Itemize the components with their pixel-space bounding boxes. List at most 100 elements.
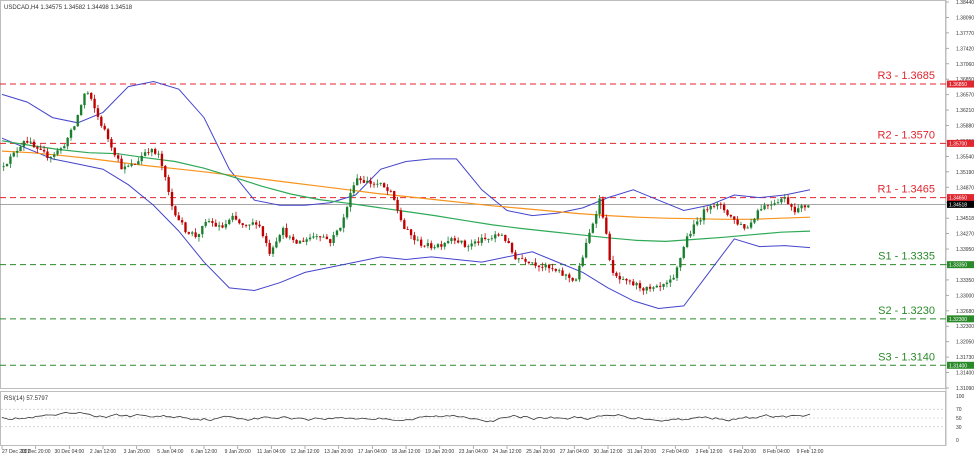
candle-body-115 bbox=[389, 190, 393, 192]
y-tick-label-23: 1.31730 bbox=[956, 355, 974, 361]
x-tick-label-17: 27 Jan 04:00 bbox=[560, 449, 589, 455]
candle-body-73 bbox=[248, 224, 251, 226]
candle-body-114 bbox=[386, 187, 389, 191]
candle-body-189 bbox=[638, 283, 642, 289]
x-tick-label-14: 23 Jan 04:00 bbox=[459, 449, 488, 455]
candle-body-22 bbox=[76, 115, 79, 127]
level-tag-3: 1.33350 bbox=[949, 263, 967, 269]
candle-body-109 bbox=[369, 180, 372, 184]
y-tick-label-0: 1.38440 bbox=[956, 0, 974, 6]
candle-body-225 bbox=[760, 209, 763, 211]
x-tick-label-13: 19 Jan 20:00 bbox=[425, 449, 454, 455]
candle-body-216 bbox=[729, 214, 733, 217]
candle-body-97 bbox=[329, 239, 332, 243]
candle-body-190 bbox=[642, 288, 645, 291]
candle-body-2 bbox=[9, 156, 12, 164]
candle-body-198 bbox=[669, 279, 672, 283]
candle-body-15 bbox=[53, 154, 56, 157]
candle-body-133 bbox=[450, 238, 453, 242]
y-tick-label-16: 1.33950 bbox=[956, 247, 974, 253]
candle-body-44 bbox=[150, 149, 153, 153]
x-tick-label-6: 6 Jan 12:00 bbox=[191, 449, 217, 455]
x-tick-label-4: 3 Jan 20:00 bbox=[124, 449, 150, 455]
candle-body-181 bbox=[611, 260, 615, 273]
y-tick-label-8: 1.35880 bbox=[956, 124, 974, 130]
candle-body-238 bbox=[803, 205, 807, 208]
candle-body-186 bbox=[628, 280, 632, 282]
candle-body-134 bbox=[453, 238, 456, 241]
current-price-tag: 1.34518 bbox=[949, 202, 967, 208]
candle-body-82 bbox=[278, 235, 281, 242]
bb-lower-line bbox=[1, 137, 811, 310]
candle-body-152 bbox=[514, 252, 517, 260]
candle-body-167 bbox=[564, 274, 568, 276]
candle-body-233 bbox=[786, 197, 790, 205]
candle-body-85 bbox=[288, 236, 292, 238]
candle-body-163 bbox=[551, 268, 554, 270]
candle-body-53 bbox=[180, 220, 184, 223]
candle-body-80 bbox=[271, 247, 275, 254]
candle-body-193 bbox=[652, 287, 655, 289]
candle-body-66 bbox=[224, 223, 228, 228]
candle-body-235 bbox=[793, 206, 797, 213]
candle-body-148 bbox=[500, 234, 504, 236]
candle-body-67 bbox=[228, 219, 231, 224]
candle-body-138 bbox=[467, 246, 470, 248]
x-tick-label-11: 17 Jan 04:00 bbox=[358, 449, 387, 455]
candle-body-112 bbox=[379, 183, 382, 184]
candle-body-192 bbox=[648, 286, 652, 289]
candle-body-211 bbox=[712, 205, 716, 207]
candle-body-153 bbox=[517, 258, 520, 260]
candle-body-64 bbox=[217, 225, 221, 227]
candle-body-224 bbox=[756, 210, 759, 219]
y-tick-label-19: 1.33000 bbox=[956, 293, 974, 299]
candle-body-4 bbox=[15, 150, 19, 153]
chart-frame bbox=[0, 0, 946, 389]
level-label-5: S3 - 1.3140 bbox=[878, 351, 935, 363]
candle-body-93 bbox=[315, 236, 318, 238]
x-tick-label-0: 27 Dec 2022 bbox=[2, 449, 31, 455]
candle-body-54 bbox=[184, 222, 187, 233]
y-tick-label-11: 1.35190 bbox=[956, 170, 974, 176]
candle-body-106 bbox=[359, 178, 362, 181]
current-price-tag-bg bbox=[947, 200, 974, 208]
x-tick-label-18: 30 Jan 12:00 bbox=[594, 449, 623, 455]
candle-body-72 bbox=[244, 225, 248, 226]
candle-body-204 bbox=[689, 233, 692, 237]
candle-body-156 bbox=[527, 261, 531, 264]
candle-body-124 bbox=[419, 239, 423, 246]
candle-body-43 bbox=[147, 152, 150, 154]
y-tick-label-18: 1.33350 bbox=[956, 278, 974, 284]
candle-body-219 bbox=[739, 224, 743, 225]
candle-body-162 bbox=[547, 264, 551, 269]
candle-body-76 bbox=[258, 224, 261, 227]
candle-body-218 bbox=[736, 219, 739, 225]
candle-body-221 bbox=[746, 227, 749, 229]
level-label-2: R1 - 1.3465 bbox=[878, 184, 935, 196]
y-tick-label-7: 1.36210 bbox=[956, 108, 974, 114]
candle-body-158 bbox=[534, 262, 537, 266]
level-label-3: S1 - 1.3335 bbox=[878, 251, 935, 263]
candle-body-226 bbox=[763, 205, 766, 210]
candle-body-126 bbox=[426, 243, 430, 247]
candle-body-71 bbox=[241, 223, 244, 226]
candle-body-78 bbox=[265, 236, 268, 244]
candle-body-203 bbox=[685, 236, 689, 247]
candle-body-39 bbox=[133, 163, 137, 165]
candle-body-1 bbox=[5, 163, 9, 167]
candle-body-231 bbox=[780, 198, 783, 203]
level-tag-bg-1 bbox=[947, 139, 974, 147]
x-tick-label-12: 18 Jan 12:00 bbox=[392, 449, 421, 455]
candle-body-51 bbox=[174, 206, 177, 216]
candle-body-69 bbox=[234, 215, 238, 220]
candle-body-107 bbox=[362, 180, 366, 183]
candle-body-191 bbox=[645, 286, 648, 291]
candle-body-49 bbox=[167, 177, 170, 192]
level-tag-0: 1.36850 bbox=[949, 82, 967, 88]
candle-body-140 bbox=[473, 241, 477, 244]
y-tick-label-2: 1.37770 bbox=[956, 31, 974, 37]
candle-body-63 bbox=[214, 222, 217, 227]
x-tick-label-1: 28 Dec 20:00 bbox=[21, 449, 51, 455]
candle-body-79 bbox=[268, 243, 271, 254]
candle-body-185 bbox=[625, 278, 628, 281]
